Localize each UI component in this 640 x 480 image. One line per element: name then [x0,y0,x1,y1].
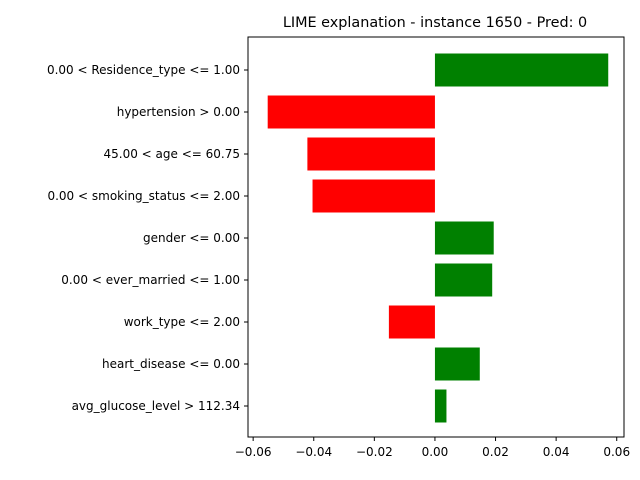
x-tick-label: −0.06 [235,445,272,459]
chart-title: LIME explanation - instance 1650 - Pred:… [283,15,587,31]
x-tick-label: 0.02 [482,445,509,459]
y-tick-label: avg_glucose_level > 112.34 [72,399,240,413]
bar [434,221,494,255]
bar [388,305,435,339]
y-tick-label: work_type <= 2.00 [124,315,240,329]
x-tick-label: 0.00 [422,445,449,459]
y-tick-labels: 0.00 < Residence_type <= 1.00 hypertensio… [47,63,248,413]
bar [434,263,493,297]
y-tick-label: gender <= 0.00 [143,231,240,245]
x-tick-label: 0.04 [543,445,570,459]
y-tick-label: 0.00 < smoking_status <= 2.00 [47,189,240,203]
plot-frame [247,36,625,438]
x-tick-label: −0.02 [356,445,393,459]
bar [434,347,480,381]
bar [267,95,435,129]
x-tick-label: −0.04 [295,445,332,459]
bars-group [267,53,609,423]
bar [434,389,447,423]
y-tick-label: 0.00 < Residence_type <= 1.00 [47,63,240,77]
x-ticks: −0.06 −0.04 −0.02 0.00 0.02 0.04 0.06 [235,437,630,459]
x-tick-label: 0.06 [603,445,630,459]
bar [312,179,435,213]
y-tick-label: hypertension > 0.00 [117,105,240,119]
y-tick-label: heart_disease <= 0.00 [102,357,240,371]
bar [434,53,609,87]
y-tick-label: 45.00 < age <= 60.75 [104,147,240,161]
y-tick-label: 0.00 < ever_married <= 1.00 [61,273,240,287]
bar [307,137,435,171]
